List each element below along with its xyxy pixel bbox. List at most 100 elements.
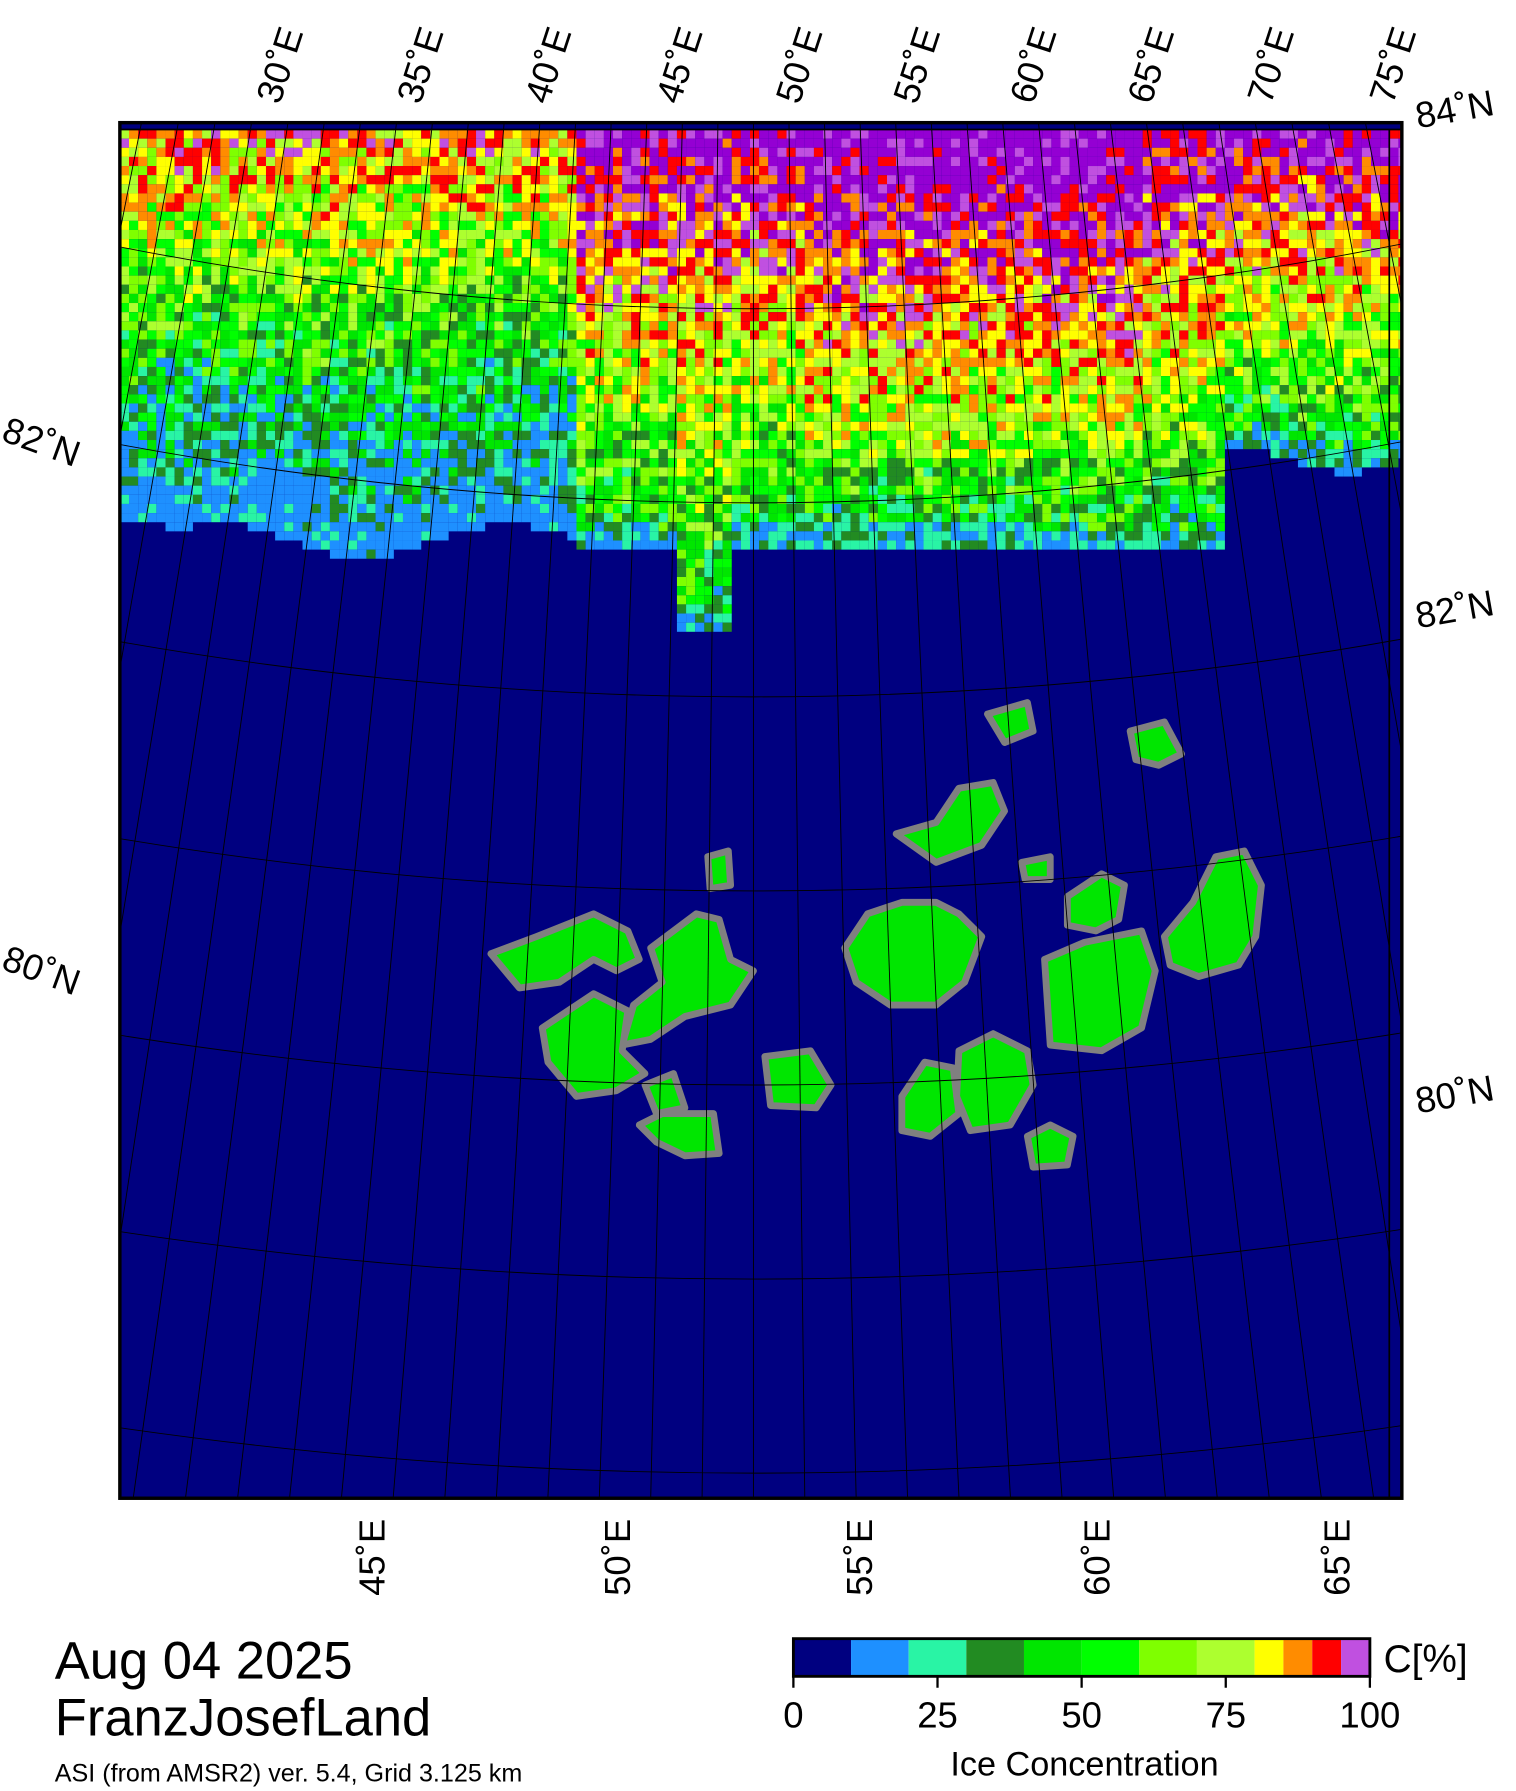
ice-cell [768,513,778,523]
ice-cell [622,330,632,340]
ice-cell [384,412,394,422]
ice-cell [594,184,604,194]
ice-cell [594,229,604,240]
ice-cell [896,449,906,459]
ice-cell [877,220,887,230]
ice-cell [265,129,276,139]
ice-cell [1033,257,1043,267]
ice-cell [339,275,349,285]
ice-cell [128,147,139,157]
ice-cell [476,211,486,221]
ice-cell [640,540,650,550]
ice-cell [877,129,887,139]
ice-cell [138,385,148,395]
ice-cell [731,293,741,304]
ice-cell [494,440,504,450]
ice-cell [1051,348,1061,358]
ice-cell [877,293,887,304]
ice-cell [905,303,915,313]
ice-cell [676,440,687,450]
ice-cell [138,312,148,322]
ice-cell [914,522,924,532]
ice-cell [905,156,915,167]
ice-cell [1060,175,1070,185]
ice-cell [640,339,650,349]
ice-cell [421,348,431,358]
ice-cell [1087,531,1098,541]
ice-cell [393,330,403,340]
ice-cell [439,412,449,422]
ice-cell [896,303,906,313]
ice-cell [713,449,723,459]
ice-cell [996,430,1006,441]
ice-cell [530,257,540,267]
ice-cell [539,467,550,477]
ice-cell [813,540,824,550]
ice-cell [183,156,193,167]
ice-cell [211,321,221,331]
ice-cell [603,275,614,285]
ice-cell [1005,339,1015,349]
ice-cell [430,357,440,367]
ice-cell [512,421,522,431]
ice-cell [375,184,385,194]
ice-cell [932,229,942,240]
ice-cell [850,540,860,550]
ice-cell [494,156,504,167]
ice-cell [211,239,221,249]
ice-cell [156,293,166,304]
ice-cell [676,220,687,230]
ice-cell [138,503,148,514]
ice-cell [147,458,157,468]
ice-cell [905,503,915,514]
ice-cell [1033,522,1043,532]
ice-cell [339,440,349,450]
ice-cell [960,275,970,285]
ice-cell [476,430,486,441]
ice-cell [448,467,458,477]
ice-cell [658,430,668,441]
ice-cell [558,449,568,459]
ice-cell [868,248,878,258]
ice-cell [1033,266,1043,276]
ice-cell [512,467,522,477]
ice-cell [722,175,732,185]
ice-cell [302,494,312,504]
ice-cell [941,303,951,313]
ice-cell [476,229,486,240]
ice-cell [823,476,833,486]
ice-cell [558,284,568,294]
ice-cell [211,494,221,504]
ice-cell [622,211,632,221]
ice-cell [795,376,805,386]
ice-cell [229,239,239,249]
ice-cell [521,476,531,486]
ice-cell [521,138,531,148]
ice-cell [1023,321,1034,331]
ice-cell [466,193,477,203]
ice-cell [914,202,924,212]
ice-cell [905,476,915,486]
ice-cell [567,248,577,258]
ice-cell [868,430,878,441]
ice-cell [256,366,266,377]
ice-cell [156,156,166,167]
ice-cell [841,430,851,441]
ice-cell [905,193,915,203]
ice-cell [941,540,951,550]
ice-cell [795,366,805,377]
ice-cell [457,202,467,212]
ice-cell [850,156,860,167]
ice-cell [539,412,550,422]
ice-cell [265,385,276,395]
ice-cell [1087,202,1098,212]
ice-cell [457,193,467,203]
ice-cell [777,412,787,422]
ice-cell [923,458,933,468]
ice-cell [960,175,970,185]
ice-cell [293,284,303,294]
ice-cell [996,513,1006,523]
ice-cell [594,293,604,304]
ice-cell [412,430,422,441]
ice-cell [576,248,586,258]
